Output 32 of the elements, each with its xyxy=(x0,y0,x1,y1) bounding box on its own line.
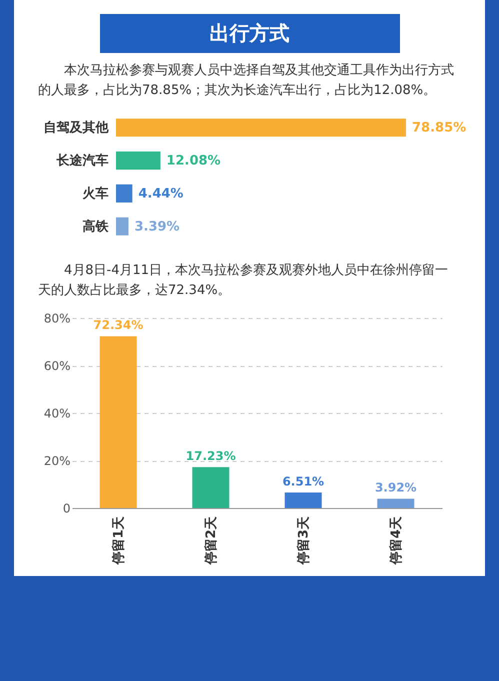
data-label: 3.39% xyxy=(134,219,180,234)
bar xyxy=(192,467,230,508)
data-label: 72.34% xyxy=(93,318,144,332)
y-tick-label: 40% xyxy=(44,406,70,420)
data-label: 3.92% xyxy=(374,480,417,495)
bar xyxy=(116,217,128,236)
x-tick-label: 停留2天 xyxy=(204,516,219,566)
data-label: 6.51% xyxy=(282,474,324,489)
x-tick-label: 停留4天 xyxy=(388,516,404,566)
y-tick-label: 长途汽车 xyxy=(56,152,108,169)
bar xyxy=(100,336,137,508)
chart-subtitle: 本次马拉松参赛与观赛人员中选择自驾及其他交通工具作为出行方式的人最多，占比为78.85%；其次为长途汽车出行，占比为12.08%。 xyxy=(38,62,455,100)
data-label: 17.23% xyxy=(186,449,236,464)
bar xyxy=(116,118,406,137)
y-tick-label: 20% xyxy=(44,454,70,468)
y-tick-label: 火车 xyxy=(82,185,108,202)
y-tick-label: 60% xyxy=(44,359,70,373)
y-tick-label: 自驾及其他 xyxy=(44,120,110,136)
bar xyxy=(377,498,414,508)
chart-subtitle: 4月8日-4月11日，本次马拉松参赛及观赛外地人员中在徐州停留一天的人数占比最多，达72.34%。 xyxy=(38,262,450,300)
y-tick-label: 高铁 xyxy=(82,218,110,234)
y-tick-label: 80% xyxy=(44,312,70,326)
bar xyxy=(116,184,132,203)
bar xyxy=(284,492,322,508)
x-tick-label: 停留3天 xyxy=(296,516,312,566)
data-label: 4.44% xyxy=(138,186,184,202)
x-tick-label: 停留1天 xyxy=(111,516,126,566)
data-label: 78.85% xyxy=(412,120,466,136)
y-tick-label: 0 xyxy=(62,502,70,516)
data-label: 12.08% xyxy=(166,154,221,169)
bar xyxy=(116,151,160,170)
chart-title: 出行方式 xyxy=(100,14,400,53)
